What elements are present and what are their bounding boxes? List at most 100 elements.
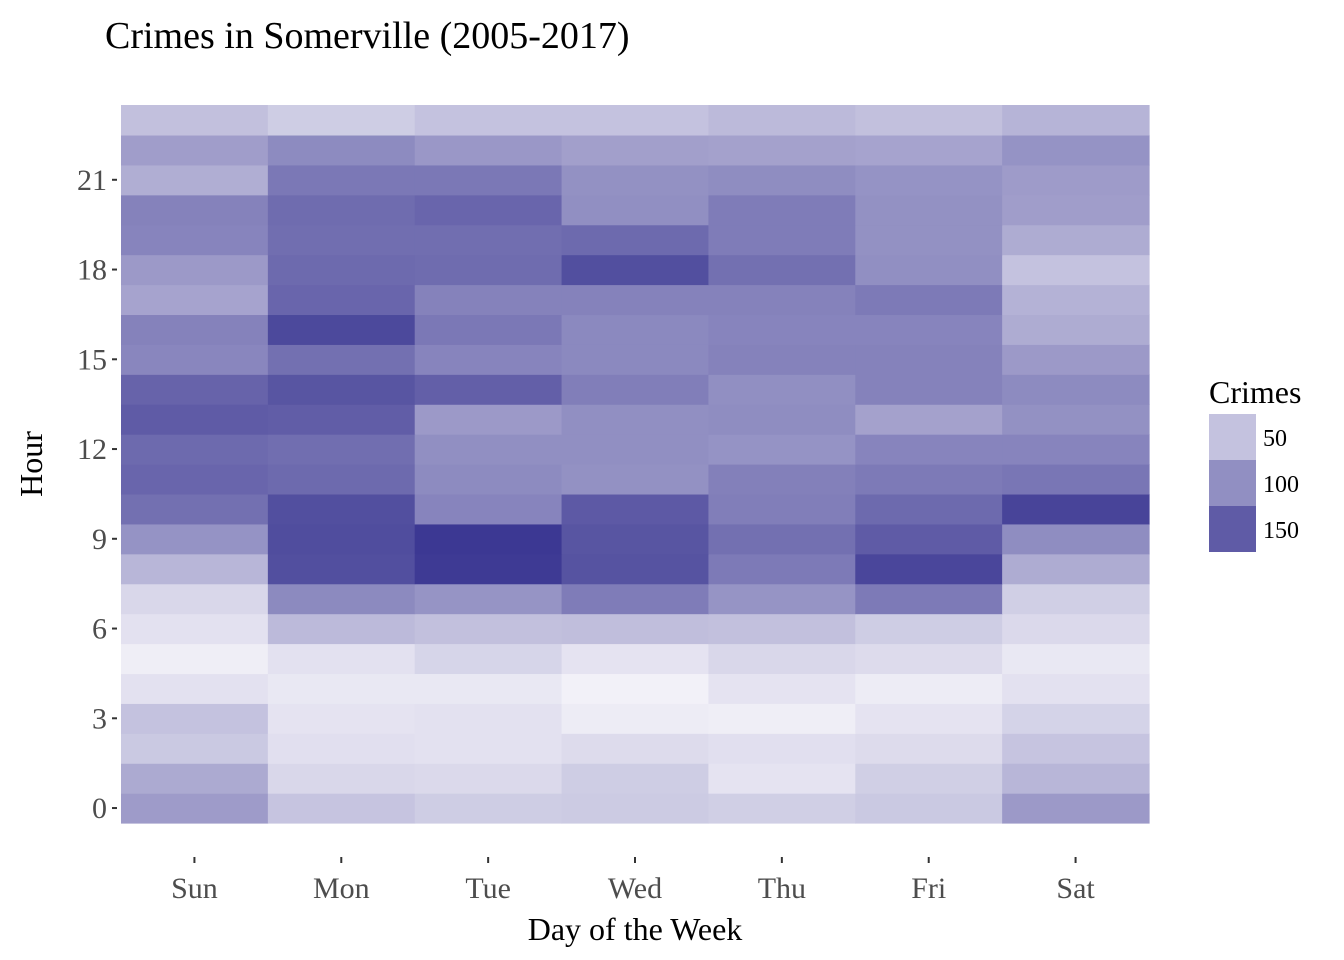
heatmap-cell bbox=[708, 374, 856, 405]
heatmap-cell bbox=[414, 673, 563, 704]
heatmap-cell bbox=[561, 374, 710, 405]
heatmap-cells bbox=[121, 105, 1150, 824]
heatmap-cell bbox=[121, 583, 269, 615]
legend-title: Crimes bbox=[1209, 374, 1301, 410]
heatmap-cell bbox=[267, 314, 416, 345]
heatmap-cell bbox=[1002, 314, 1150, 345]
heatmap-cell bbox=[1002, 284, 1150, 316]
heatmap-cell bbox=[708, 434, 856, 465]
heatmap-cell bbox=[1002, 493, 1150, 525]
heatmap-cell bbox=[855, 643, 1003, 675]
heatmap-cell bbox=[855, 493, 1003, 525]
heatmap-cell bbox=[121, 254, 269, 286]
heatmap-cell bbox=[121, 464, 269, 495]
heatmap-cell bbox=[855, 613, 1003, 645]
heatmap-cell bbox=[561, 583, 710, 615]
heatmap-cell bbox=[267, 344, 416, 375]
heatmap-cell bbox=[267, 284, 416, 316]
heatmap-cell bbox=[414, 404, 563, 435]
legend-label: 100 bbox=[1263, 472, 1299, 498]
heatmap-cell bbox=[708, 284, 856, 316]
heatmap-cell bbox=[1002, 643, 1150, 675]
x-tick-label: Mon bbox=[313, 872, 370, 905]
heatmap-cell bbox=[121, 374, 269, 405]
heatmap-cell bbox=[1002, 224, 1150, 256]
heatmap-cell bbox=[561, 733, 710, 764]
heatmap-cell bbox=[561, 194, 710, 226]
heatmap-cell bbox=[121, 314, 269, 345]
heatmap-cell bbox=[121, 733, 269, 764]
x-axis-title: Day of the Week bbox=[528, 911, 743, 947]
heatmap-cell bbox=[121, 703, 269, 734]
heatmap-cell bbox=[1002, 673, 1150, 704]
heatmap-cell bbox=[855, 404, 1003, 435]
heatmap-cell bbox=[121, 643, 269, 675]
heatmap-cell bbox=[121, 105, 269, 136]
heatmap-cell bbox=[267, 583, 416, 615]
heatmap-cell bbox=[1002, 553, 1150, 585]
heatmap-cell bbox=[121, 164, 269, 196]
y-tick-label: 12 bbox=[77, 433, 107, 466]
heatmap-cell bbox=[855, 553, 1003, 585]
x-tick-label: Sat bbox=[1056, 872, 1095, 905]
heatmap-cell bbox=[414, 613, 563, 645]
y-axis: 0 3 6 9 12 15 18 21 bbox=[77, 164, 117, 825]
heatmap-cell bbox=[414, 164, 563, 196]
x-axis: Sun Mon Tue Wed Thu Fri Sat bbox=[171, 857, 1095, 905]
heatmap-cell bbox=[267, 493, 416, 525]
heatmap-cell bbox=[1002, 254, 1150, 286]
heatmap-cell bbox=[1002, 344, 1150, 375]
heatmap-cell bbox=[414, 553, 563, 585]
heatmap-cell bbox=[267, 434, 416, 465]
heatmap-cell bbox=[414, 194, 563, 226]
heatmap-cell bbox=[708, 613, 856, 645]
legend: Crimes 50 100 150 bbox=[1209, 374, 1301, 552]
heatmap-cell bbox=[414, 374, 563, 405]
heatmap-cell bbox=[121, 284, 269, 316]
heatmap-cell bbox=[121, 613, 269, 645]
heatmap-cell bbox=[708, 763, 856, 794]
heatmap-cell bbox=[855, 194, 1003, 226]
heatmap-cell bbox=[121, 523, 269, 555]
heatmap-cell bbox=[414, 493, 563, 525]
heatmap-cell bbox=[855, 164, 1003, 196]
heatmap-cell bbox=[267, 134, 416, 166]
heatmap-cell bbox=[708, 643, 856, 675]
legend-key bbox=[1209, 460, 1256, 506]
heatmap-cell bbox=[267, 763, 416, 794]
heatmap-cell bbox=[561, 763, 710, 794]
heatmap-cell bbox=[1002, 793, 1150, 824]
heatmap-cell bbox=[561, 134, 710, 166]
heatmap-cell bbox=[267, 733, 416, 764]
heatmap-cell bbox=[121, 793, 269, 824]
heatmap-cell bbox=[561, 553, 710, 585]
y-tick-label: 0 bbox=[92, 792, 107, 825]
heatmap-cell bbox=[708, 164, 856, 196]
heatmap-cell bbox=[267, 224, 416, 256]
heatmap-cell bbox=[121, 493, 269, 525]
heatmap-cell bbox=[855, 703, 1003, 734]
heatmap-cell bbox=[1002, 523, 1150, 555]
heatmap-cell bbox=[267, 523, 416, 555]
heatmap-cell bbox=[855, 523, 1003, 555]
x-tick-label: Sun bbox=[171, 872, 218, 905]
heatmap-cell bbox=[708, 344, 856, 375]
heatmap-cell bbox=[561, 344, 710, 375]
heatmap-cell bbox=[855, 105, 1003, 136]
heatmap-cell bbox=[121, 763, 269, 794]
heatmap-cell bbox=[414, 224, 563, 256]
heatmap-cell bbox=[267, 164, 416, 196]
heatmap-cell bbox=[1002, 464, 1150, 495]
heatmap-cell bbox=[121, 553, 269, 585]
heatmap-cell bbox=[708, 194, 856, 226]
heatmap-cell bbox=[1002, 434, 1150, 465]
heatmap-cell bbox=[414, 284, 563, 316]
x-tick-label: Wed bbox=[608, 872, 662, 905]
heatmap-cell bbox=[267, 673, 416, 704]
heatmap-cell bbox=[1002, 194, 1150, 226]
heatmap-cell bbox=[708, 583, 856, 615]
heatmap-cell bbox=[855, 314, 1003, 345]
heatmap-cell bbox=[561, 673, 710, 704]
heatmap-cell bbox=[414, 254, 563, 286]
